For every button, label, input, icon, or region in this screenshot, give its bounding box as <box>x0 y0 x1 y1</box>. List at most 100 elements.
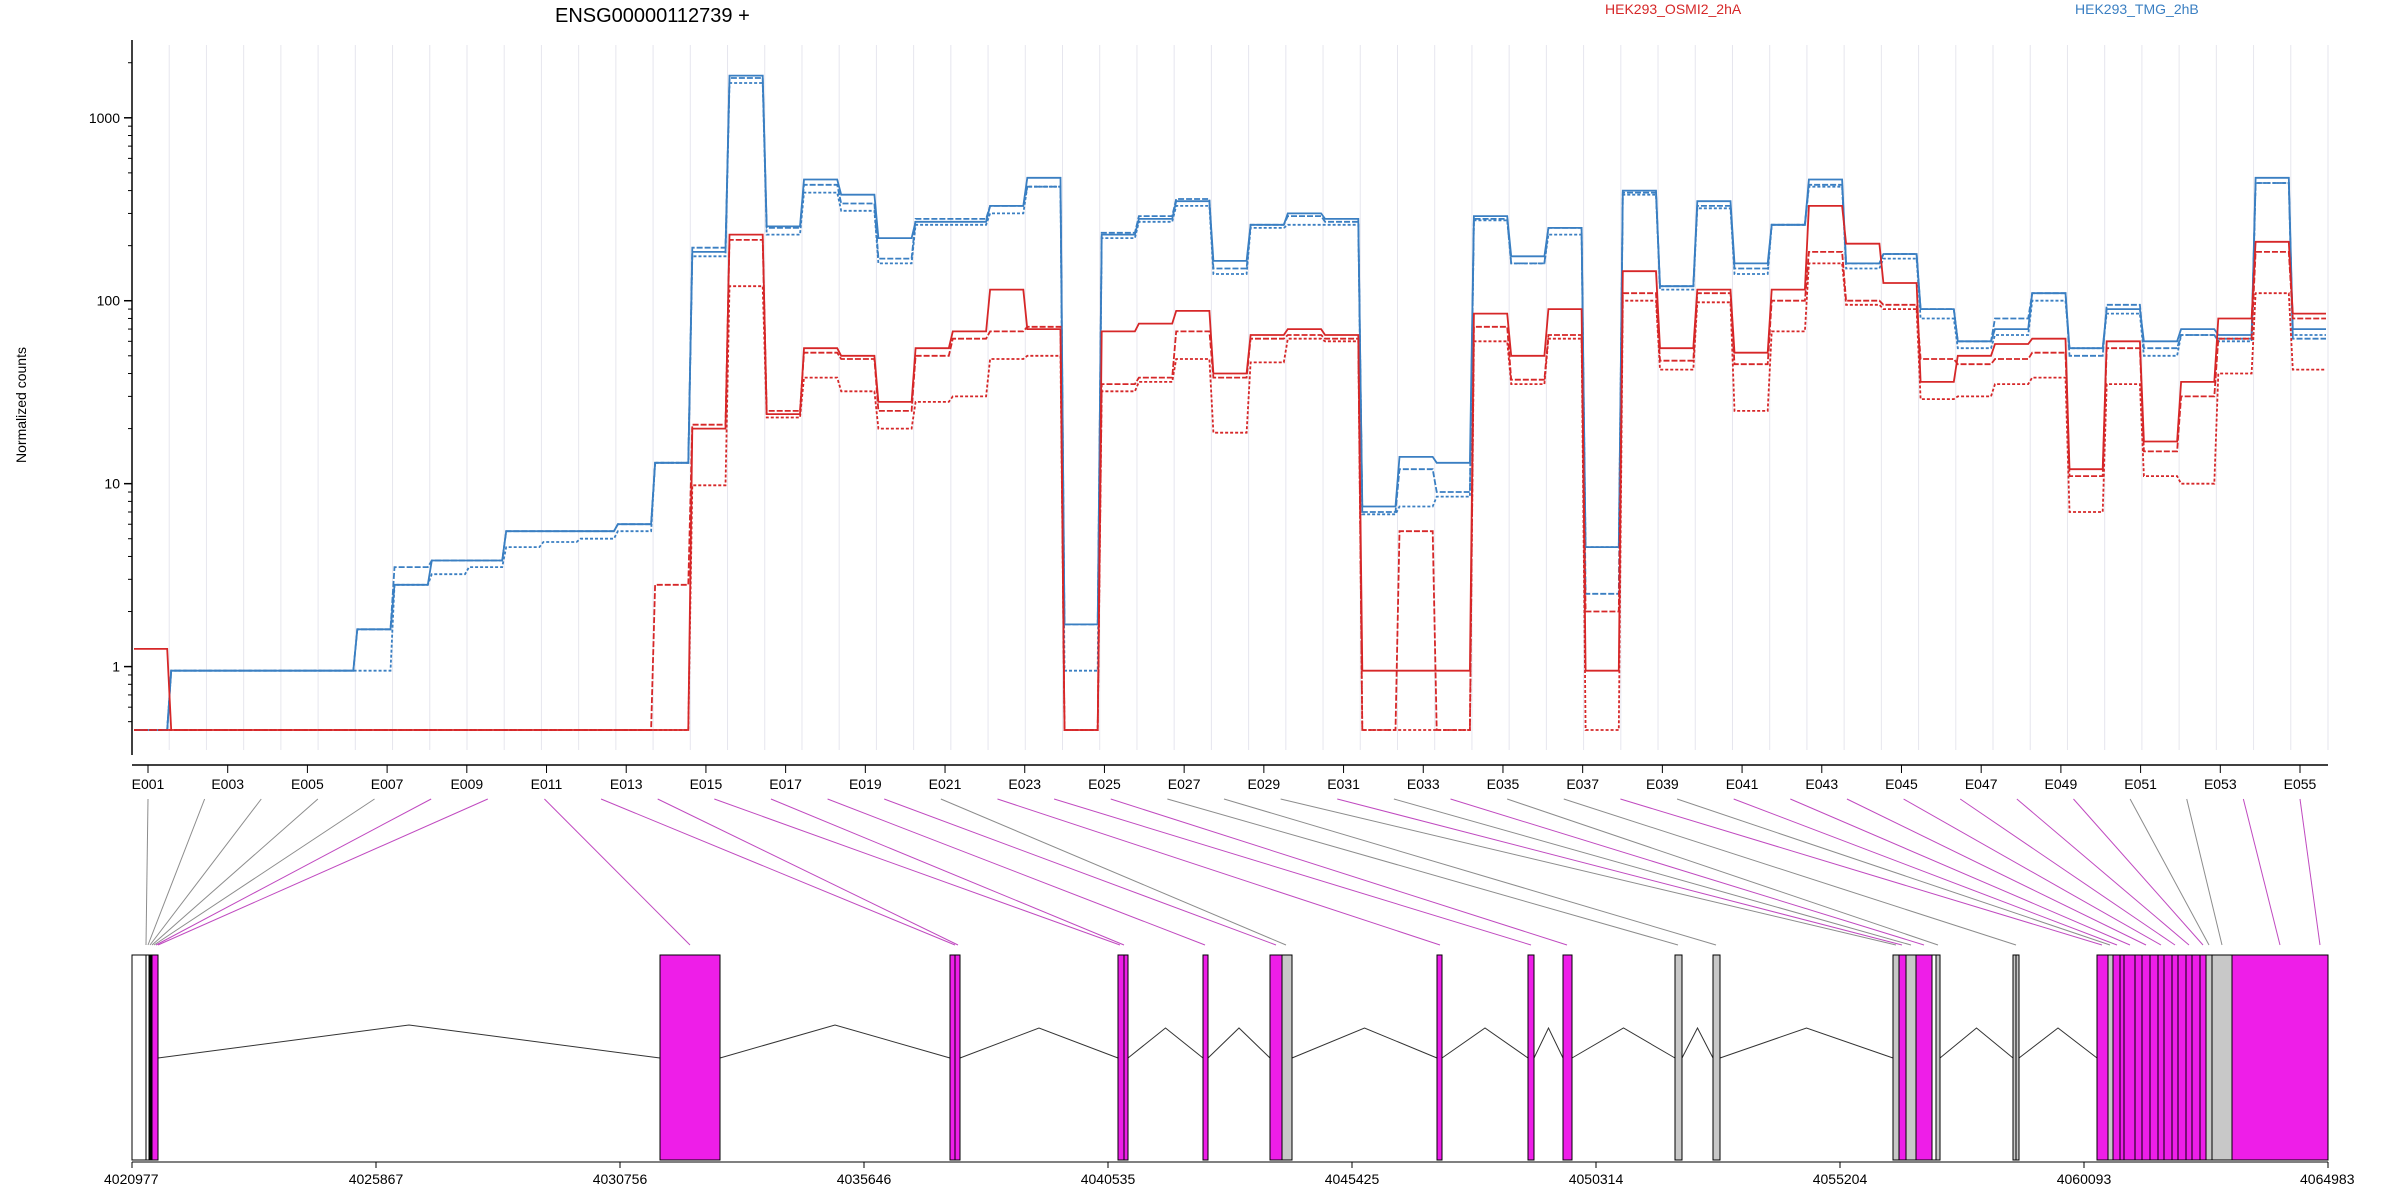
y-tick-label: 100 <box>97 293 121 309</box>
exon-connector <box>2016 798 2190 946</box>
exon-block <box>954 954 961 1161</box>
coordinate-tick-label: 4035646 <box>837 1171 892 1187</box>
exon-block <box>2107 954 2114 1161</box>
exon-connector <box>2186 798 2223 946</box>
exon-block <box>2149 954 2159 1161</box>
exon-block <box>2119 954 2125 1161</box>
coordinate-tick-label: 4040535 <box>1081 1171 1136 1187</box>
exon-connector <box>1506 798 1939 946</box>
exon-connector <box>1903 798 2162 946</box>
exon-connector <box>600 798 956 946</box>
y-axis-label: Normalized counts <box>13 347 29 463</box>
exon-block <box>1527 954 1535 1161</box>
exon-tick-label: E011 <box>531 776 563 792</box>
exon-tick-label: E023 <box>1008 776 1041 792</box>
y-tick-label: 10 <box>104 476 120 492</box>
exon-tick-label: E017 <box>769 776 802 792</box>
legend-entry-osmi2: HEK293_OSMI2_2hA <box>1605 1 1742 17</box>
exon-connector <box>1733 798 2118 946</box>
exon-block <box>1935 954 1941 1161</box>
exon-tick-label: E013 <box>610 776 643 792</box>
exon-block <box>1712 954 1721 1161</box>
exon-connector <box>1676 798 2111 946</box>
exon-tick-label: E043 <box>1805 776 1838 792</box>
exon-tick-label: E019 <box>849 776 882 792</box>
exon-block <box>1892 954 1900 1161</box>
exon-connector <box>2129 798 2210 946</box>
exon-connector <box>1393 798 1912 946</box>
exon-tick-label: E021 <box>929 776 962 792</box>
exon-connector <box>1563 798 2017 946</box>
exon-block <box>131 954 147 1161</box>
exon-block <box>2199 954 2207 1161</box>
exon-tick-label: E047 <box>1965 776 1998 792</box>
intron-line <box>157 1024 661 1059</box>
exon-connector <box>149 798 262 946</box>
exon-connector <box>1167 798 1679 946</box>
exon-tick-label: E051 <box>2124 776 2157 792</box>
exon-block <box>1931 954 1937 1161</box>
exon-connector <box>997 798 1441 946</box>
exon-tick-label: E001 <box>132 776 165 792</box>
coordinate-tick-label: 4025867 <box>349 1171 404 1187</box>
exon-axis: E001 E003 E005 E007 E009 E011 E013 E015 E017 E019… <box>132 764 2328 792</box>
exon-block <box>2123 954 2136 1161</box>
exon-block <box>151 954 159 1161</box>
exon-connector <box>145 798 149 946</box>
exon-connector <box>544 798 691 946</box>
exon-block <box>1269 954 1283 1161</box>
y-axis: 1 10 100 1000 <box>89 40 133 755</box>
exon-connector <box>1223 798 1717 946</box>
exon-block <box>2185 954 2193 1161</box>
exon-connector <box>155 798 432 946</box>
exon-tick-label: E027 <box>1168 776 1201 792</box>
coordinate-tick-label: 4060093 <box>2057 1171 2112 1187</box>
exon-block <box>1117 954 1125 1161</box>
exon-block <box>1915 954 1933 1161</box>
exon-block <box>1436 954 1443 1161</box>
exon-tick-label: E007 <box>371 776 404 792</box>
exon-block <box>1281 954 1293 1161</box>
gene-model-track <box>131 954 2329 1161</box>
exon-block <box>1123 954 1129 1161</box>
intron-line <box>1571 1027 1676 1059</box>
exon-block <box>1898 954 1907 1161</box>
exon-block <box>1905 954 1917 1161</box>
intron-line <box>1939 1027 2014 1059</box>
coordinate-tick-label: 4020977 <box>104 1171 159 1187</box>
exon-connector <box>151 798 319 946</box>
exon-connector <box>657 798 959 946</box>
coordinate-tick-label: 4064983 <box>2300 1171 2355 1187</box>
exon-tick-label: E033 <box>1407 776 1440 792</box>
exon-connector <box>884 798 1277 946</box>
exon-tick-label: E031 <box>1327 776 1360 792</box>
exon-block <box>1674 954 1683 1161</box>
exon-tick-label: E003 <box>211 776 244 792</box>
exon-connector <box>147 798 206 946</box>
exon-connector <box>2073 798 2204 946</box>
exon-connector <box>1620 798 2103 946</box>
exon-block <box>1202 954 1209 1161</box>
exon-block <box>2157 954 2165 1161</box>
exon-connector <box>1053 798 1532 946</box>
exon-connector <box>1450 798 1925 946</box>
intron-line <box>1207 1027 1271 1059</box>
intron-line <box>1681 1026 1714 1059</box>
series-line <box>134 77 2326 731</box>
exon-block <box>659 954 721 1161</box>
exon-connector <box>1110 798 1568 946</box>
legend-entry-tmg: HEK293_TMG_2hB <box>2075 1 2199 17</box>
exon-tick-label: E029 <box>1248 776 1281 792</box>
exon-tick-label: E049 <box>2045 776 2078 792</box>
series-line <box>134 262 2326 731</box>
exon-block <box>949 954 956 1161</box>
exon-tick-label: E005 <box>291 776 324 792</box>
exon-connector <box>1959 798 2176 946</box>
exon-tick-label: E009 <box>450 776 483 792</box>
exon-tick-label: E053 <box>2204 776 2237 792</box>
exon-connector <box>1337 798 1903 946</box>
exon-tick-label: E035 <box>1487 776 1520 792</box>
intron-line <box>1719 1027 1894 1059</box>
exon-connector <box>1280 798 1897 946</box>
exon-block <box>2134 954 2143 1161</box>
